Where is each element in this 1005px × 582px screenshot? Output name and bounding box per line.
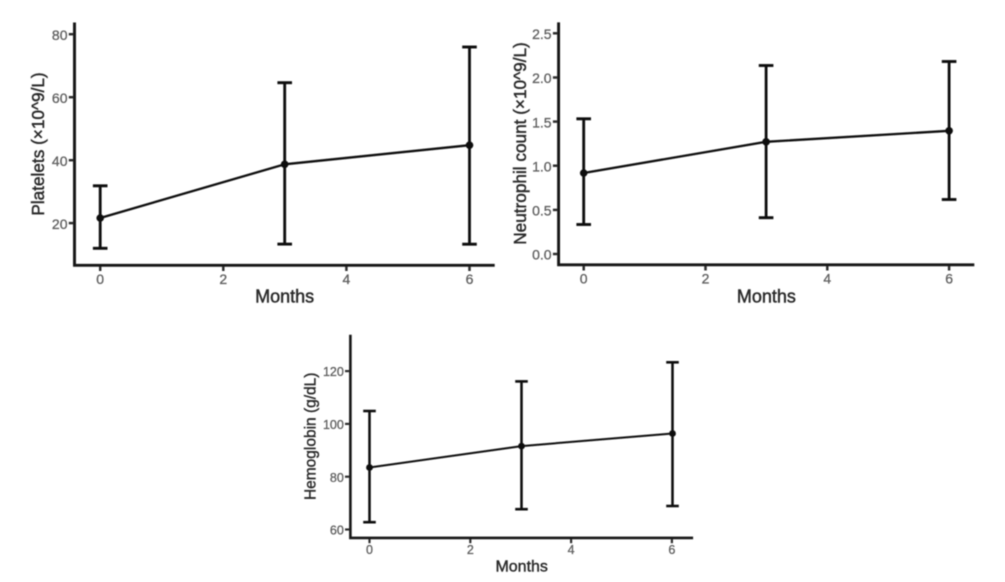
svg-text:Platelets (×10^9/L): Platelets (×10^9/L) xyxy=(28,72,48,215)
svg-text:1.0: 1.0 xyxy=(532,158,552,174)
svg-text:6: 6 xyxy=(945,271,953,287)
svg-text:0.5: 0.5 xyxy=(532,203,552,219)
svg-text:100: 100 xyxy=(323,418,344,432)
svg-text:0: 0 xyxy=(96,271,104,287)
svg-text:4: 4 xyxy=(568,543,575,557)
svg-text:80: 80 xyxy=(330,471,344,485)
svg-text:40: 40 xyxy=(52,153,68,169)
svg-text:6: 6 xyxy=(668,543,675,557)
svg-text:1.5: 1.5 xyxy=(532,114,552,130)
svg-text:60: 60 xyxy=(52,90,68,106)
svg-text:Hemoglobin (g/dL): Hemoglobin (g/dL) xyxy=(303,373,320,501)
svg-text:4: 4 xyxy=(823,271,831,287)
svg-text:2.0: 2.0 xyxy=(532,70,552,86)
svg-text:2.5: 2.5 xyxy=(532,26,552,42)
svg-text:0: 0 xyxy=(580,271,588,287)
svg-text:20: 20 xyxy=(52,216,68,232)
svg-text:4: 4 xyxy=(343,271,351,287)
svg-text:Months: Months xyxy=(255,286,314,306)
svg-text:60: 60 xyxy=(330,524,344,538)
svg-text:2: 2 xyxy=(467,543,474,557)
svg-text:Months: Months xyxy=(737,286,796,306)
svg-text:2: 2 xyxy=(702,271,710,287)
svg-text:2: 2 xyxy=(219,271,227,287)
svg-text:120: 120 xyxy=(323,365,344,379)
svg-text:6: 6 xyxy=(466,271,474,287)
svg-text:0: 0 xyxy=(366,543,373,557)
svg-text:Months: Months xyxy=(495,558,547,575)
svg-text:0.0: 0.0 xyxy=(532,247,552,263)
svg-text:Neutrophil count (×10^9/L): Neutrophil count (×10^9/L) xyxy=(510,42,530,245)
svg-text:80: 80 xyxy=(52,27,68,43)
